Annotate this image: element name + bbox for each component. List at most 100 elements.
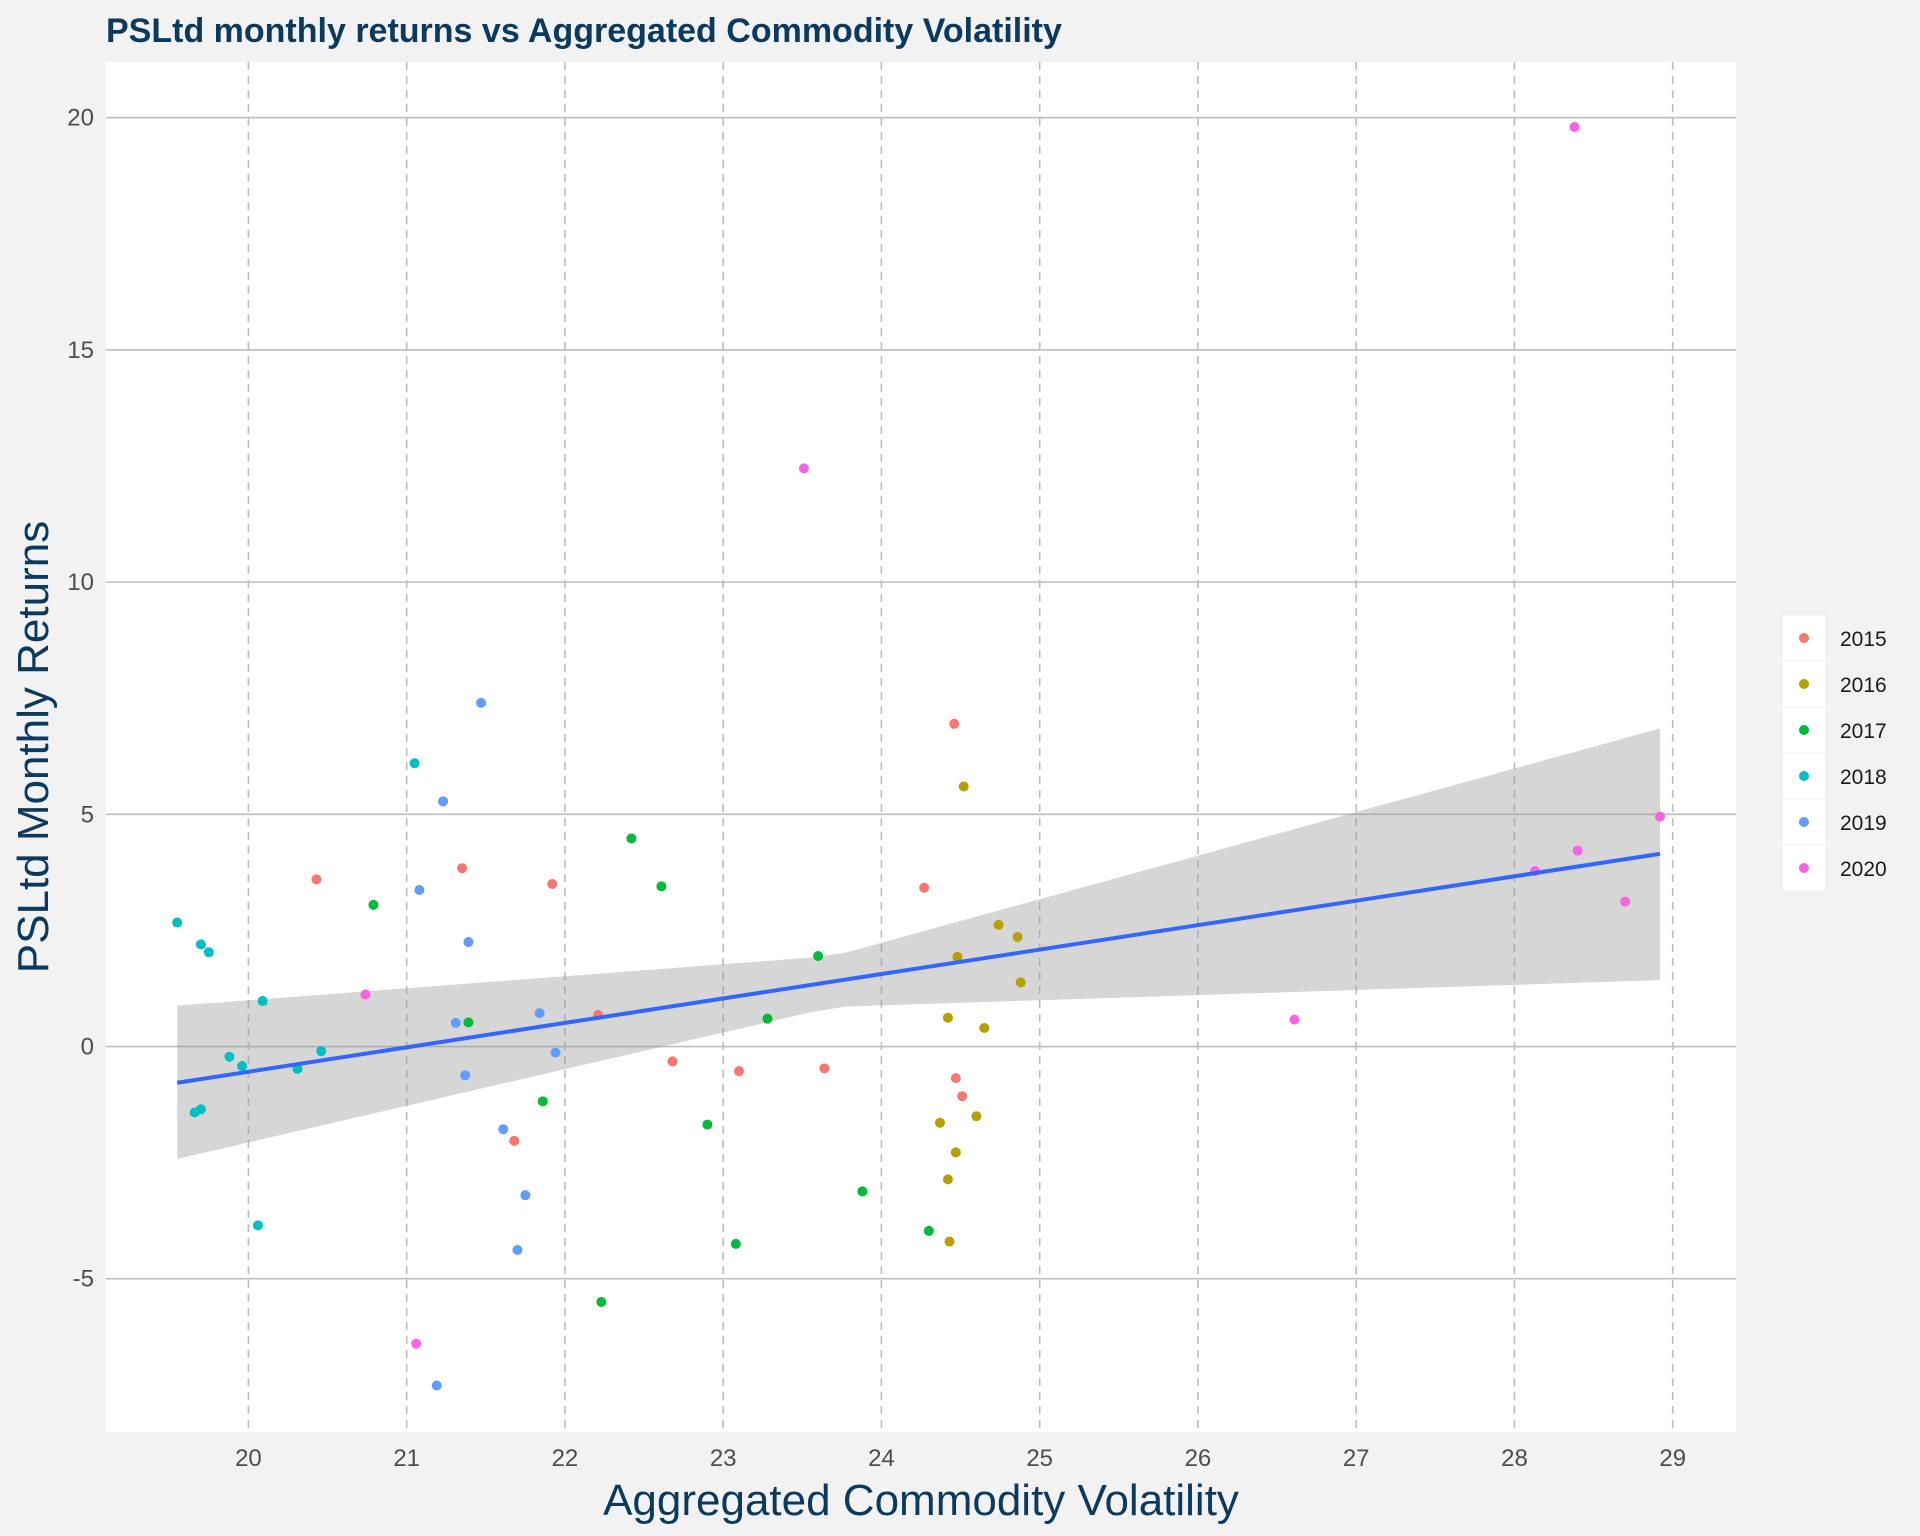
data-point-2019 xyxy=(463,937,474,948)
data-point-2015 xyxy=(919,882,930,893)
data-point-2020 xyxy=(1289,1014,1300,1025)
legend-label-2018: 2018 xyxy=(1840,766,1887,789)
legend: 2015 2016 2017 2018 2019 2020 xyxy=(1781,612,1887,894)
data-points xyxy=(172,122,1666,1391)
data-point-2017 xyxy=(702,1119,713,1130)
data-point-2018 xyxy=(224,1051,235,1062)
data-point-2019 xyxy=(414,885,425,896)
data-point-2019 xyxy=(534,1008,545,1019)
x-gridlines xyxy=(247,62,1674,1432)
data-point-2020 xyxy=(1569,122,1580,133)
data-point-2016 xyxy=(934,1117,945,1128)
data-point-2019 xyxy=(450,1017,461,1028)
data-point-2017 xyxy=(762,1013,773,1024)
data-point-2019 xyxy=(512,1244,523,1255)
trend-line xyxy=(176,851,1661,1085)
y-tick-label: 15 xyxy=(67,337,94,364)
data-point-2019 xyxy=(438,796,449,807)
data-point-2016 xyxy=(993,919,1004,930)
data-point-2016 xyxy=(971,1111,982,1122)
data-point-2017 xyxy=(656,881,667,892)
x-tick-label: 24 xyxy=(868,1445,895,1472)
data-point-2018 xyxy=(252,1220,263,1231)
legend-key-2018 xyxy=(1799,771,1809,781)
data-point-2015 xyxy=(734,1066,745,1077)
x-tick-label: 20 xyxy=(235,1445,262,1472)
data-point-2015 xyxy=(957,1091,968,1102)
data-point-2017 xyxy=(596,1296,607,1307)
data-point-2016 xyxy=(952,951,963,962)
data-point-2020 xyxy=(360,989,371,1000)
data-point-2018 xyxy=(195,939,206,950)
data-point-2020 xyxy=(1655,811,1666,822)
data-point-2015 xyxy=(949,718,960,729)
confidence-band xyxy=(177,728,1661,1159)
data-point-2018 xyxy=(203,947,214,958)
data-point-2018 xyxy=(409,758,420,769)
data-point-2017 xyxy=(857,1186,868,1197)
data-point-2017 xyxy=(463,1017,474,1028)
data-point-2017 xyxy=(730,1238,741,1249)
data-point-2015 xyxy=(509,1135,520,1146)
x-axis-title: Aggregated Commodity Volatility xyxy=(603,1476,1239,1525)
x-tick-label: 26 xyxy=(1185,1445,1212,1472)
plot-panel xyxy=(106,62,1736,1432)
legend-label-2020: 2020 xyxy=(1840,858,1887,881)
data-point-2020 xyxy=(1620,896,1631,907)
data-point-2019 xyxy=(460,1070,471,1081)
x-tick-label: 29 xyxy=(1659,1445,1686,1472)
legend-key-2020 xyxy=(1799,863,1809,873)
data-point-2019 xyxy=(520,1190,531,1201)
data-point-2015 xyxy=(819,1063,830,1074)
data-point-2016 xyxy=(1012,931,1023,942)
x-tick-label: 22 xyxy=(552,1445,579,1472)
data-point-2019 xyxy=(476,697,487,708)
data-point-2015 xyxy=(311,874,322,885)
data-point-2015 xyxy=(950,1073,961,1084)
data-point-2017 xyxy=(923,1225,934,1236)
y-tick-label: -5 xyxy=(73,1266,94,1293)
y-gridlines xyxy=(106,116,1736,1280)
data-point-2015 xyxy=(547,879,558,889)
data-point-2018 xyxy=(237,1061,248,1072)
data-point-2020 xyxy=(1572,845,1583,856)
data-point-2016 xyxy=(958,781,969,792)
data-point-2015 xyxy=(667,1056,678,1067)
trend-line-path xyxy=(176,851,1661,1085)
y-tick-label: 5 xyxy=(81,801,94,828)
data-point-2017 xyxy=(626,833,637,844)
x-tick-labels: 20 21 22 23 24 25 26 27 28 29 xyxy=(235,1445,1686,1472)
data-point-2018 xyxy=(172,917,183,928)
data-point-2019 xyxy=(498,1124,509,1135)
data-point-2019 xyxy=(550,1047,561,1058)
legend-key-bg xyxy=(1781,844,1827,892)
data-point-2016 xyxy=(950,1147,961,1158)
x-tick-label: 27 xyxy=(1343,1445,1370,1472)
legend-key-2016 xyxy=(1799,679,1809,689)
chart-title: PSLtd monthly returns vs Aggregated Comm… xyxy=(106,12,1062,50)
legend-label-2017: 2017 xyxy=(1840,720,1887,743)
data-point-2017 xyxy=(813,950,824,961)
data-point-2018 xyxy=(257,996,268,1007)
data-point-2020 xyxy=(411,1338,422,1349)
data-point-2018 xyxy=(189,1107,200,1118)
data-point-2018 xyxy=(316,1046,327,1057)
confidence-band-area xyxy=(177,728,1661,1159)
legend-key-2015 xyxy=(1799,633,1809,643)
data-point-2020 xyxy=(798,463,809,474)
data-point-2016 xyxy=(979,1022,990,1033)
x-tick-label: 28 xyxy=(1501,1445,1528,1472)
x-tick-label: 25 xyxy=(1026,1445,1053,1472)
legend-key-2019 xyxy=(1799,817,1809,827)
data-point-2016 xyxy=(944,1236,955,1247)
y-tick-label: 20 xyxy=(67,105,94,132)
data-point-2015 xyxy=(457,863,468,874)
x-tick-label: 23 xyxy=(710,1445,737,1472)
data-point-2016 xyxy=(1015,977,1026,988)
data-point-2017 xyxy=(368,899,379,910)
legend-label-2015: 2015 xyxy=(1840,628,1887,651)
x-tick-label: 21 xyxy=(393,1445,420,1472)
y-tick-label: 10 xyxy=(67,569,94,596)
data-point-2016 xyxy=(942,1174,953,1185)
